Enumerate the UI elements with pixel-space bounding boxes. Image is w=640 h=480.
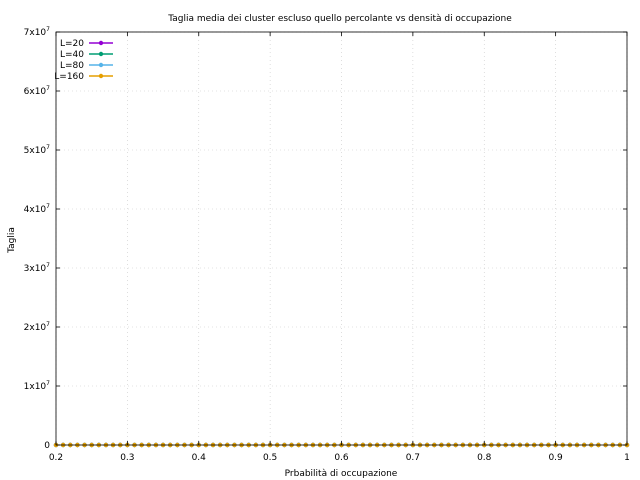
x-tick-label: 0.2	[49, 453, 63, 463]
legend-marker	[98, 40, 104, 46]
legend-label: L=20	[60, 39, 84, 49]
y-tick-label: 6x107	[24, 85, 51, 97]
legend-marker	[98, 73, 104, 79]
y-tick-mantissa: 5x10	[24, 146, 47, 156]
legend-label: L=160	[54, 72, 84, 82]
y-tick-mantissa: 6x10	[24, 87, 47, 97]
y-tick-label: 4x107	[24, 203, 51, 215]
chart-title: Taglia media dei cluster escluso quello …	[167, 14, 512, 24]
legend-label: L=40	[60, 50, 84, 60]
y-tick-label: 2x107	[24, 321, 51, 333]
legend-marker	[98, 62, 104, 68]
axes: 0.2 0.3 0.4 0.5 0.6 0.7 0.8 0.9 101x1072x1073x10…	[24, 26, 630, 463]
y-tick-label: 3x107	[24, 262, 51, 274]
legend-marker	[98, 51, 104, 57]
y-tick-exponent: 7	[46, 262, 50, 269]
y-tick-mantissa: 3x10	[24, 264, 47, 274]
y-tick-mantissa: 4x10	[24, 205, 47, 215]
y-tick-exponent: 7	[46, 26, 50, 33]
y-tick-mantissa: 0	[44, 441, 50, 451]
y-tick-exponent: 7	[46, 321, 50, 328]
y-tick-mantissa: 7x10	[24, 28, 47, 38]
y-tick-exponent: 7	[46, 380, 50, 387]
y-tick-exponent: 7	[46, 85, 50, 92]
x-tick-label: 0.3	[120, 453, 134, 463]
x-tick-label: 0.8	[477, 453, 492, 463]
x-tick-label: 0.7	[406, 453, 420, 463]
y-tick-label: 0	[44, 441, 50, 451]
y-tick-label: 7x107	[24, 26, 51, 38]
x-tick-label: 0.4	[192, 453, 207, 463]
x-tick-label: 0.6	[334, 453, 349, 463]
x-tick-label: 0.9	[548, 453, 563, 463]
x-axis-label: Prbabilità di occupazione	[285, 469, 398, 479]
y-tick-label: 1x107	[24, 380, 51, 392]
legend-label: L=80	[60, 61, 84, 71]
grid	[55, 31, 628, 446]
y-tick-label: 5x107	[24, 144, 51, 156]
y-tick-mantissa: 1x10	[24, 382, 47, 392]
y-tick-exponent: 7	[46, 203, 50, 210]
x-tick-label: 1	[624, 453, 630, 463]
x-tick-label: 0.5	[263, 453, 277, 463]
y-tick-mantissa: 2x10	[24, 323, 47, 333]
plot-frame	[55, 31, 628, 446]
y-axis-label: Taglia	[7, 227, 17, 254]
y-tick-exponent: 7	[46, 144, 50, 151]
legend: L=20L=40L=80L=160	[54, 39, 113, 82]
